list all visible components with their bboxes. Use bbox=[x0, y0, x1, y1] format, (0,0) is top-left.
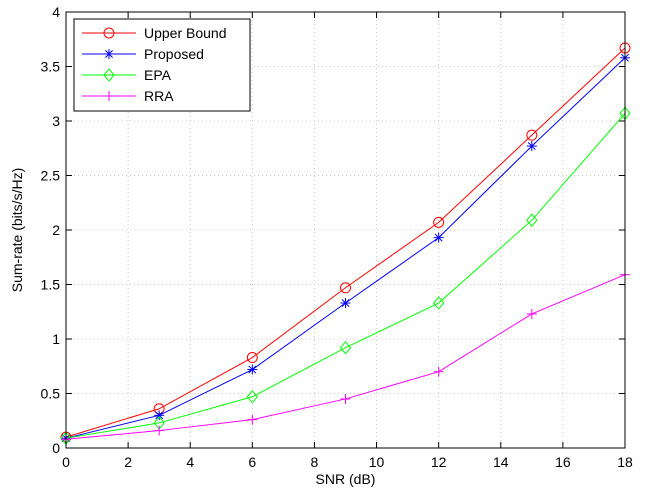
legend-marker bbox=[103, 68, 115, 82]
y-tick-label: 0.5 bbox=[41, 386, 61, 402]
x-tick-label: 10 bbox=[369, 454, 385, 470]
legend-item-proposed: Proposed bbox=[82, 46, 204, 62]
data-point-epa bbox=[339, 340, 352, 355]
y-tick-label: 0 bbox=[52, 440, 60, 456]
data-point-rra bbox=[433, 366, 444, 377]
data-point-rra bbox=[154, 425, 165, 436]
y-tick-label: 3.5 bbox=[41, 59, 61, 75]
x-axis-title: SNR (dB) bbox=[316, 471, 376, 487]
x-tick-label: 0 bbox=[62, 454, 70, 470]
y-tick-label: 1.5 bbox=[41, 277, 61, 293]
data-point-proposed bbox=[247, 364, 258, 375]
legend-label: RRA bbox=[144, 88, 174, 104]
legend-item-upper-bound: Upper Bound bbox=[82, 25, 227, 41]
legend-item-epa: EPA bbox=[82, 67, 172, 83]
legend-item-rra: RRA bbox=[82, 88, 174, 104]
data-point-rra bbox=[247, 414, 258, 425]
data-point-rra bbox=[340, 393, 351, 404]
x-tick-label: 18 bbox=[617, 454, 633, 470]
x-tick-label: 6 bbox=[248, 454, 256, 470]
y-tick-label: 4 bbox=[52, 4, 60, 20]
y-tick-label: 3 bbox=[52, 113, 60, 129]
data-point-rra bbox=[526, 308, 537, 319]
data-point-upper-bound bbox=[526, 129, 538, 141]
data-point-epa bbox=[246, 389, 258, 404]
data-point-proposed bbox=[340, 298, 351, 309]
data-point-epa bbox=[433, 296, 445, 310]
data-point-epa bbox=[526, 213, 538, 227]
y-tick-label: 2 bbox=[52, 222, 60, 238]
y-axis-title: Sum-rate (bits/s/Hz) bbox=[9, 168, 25, 292]
x-tick-label: 16 bbox=[555, 454, 571, 470]
legend-label: Upper Bound bbox=[144, 25, 227, 41]
x-tick-label: 14 bbox=[493, 454, 509, 470]
series-upper-bound bbox=[60, 42, 631, 443]
data-point-upper-bound bbox=[246, 352, 258, 364]
series-line-upper-bound bbox=[65, 47, 626, 438]
series-layer bbox=[60, 42, 631, 445]
legend-marker bbox=[103, 27, 115, 39]
ticks: 0 2 4 6 8 10 12 14 16 18 0 0.5 1 1.5 2 2.5 3 3.5 4 bbox=[41, 4, 633, 470]
data-point-upper-bound bbox=[340, 282, 351, 294]
legend-label: Proposed bbox=[144, 46, 204, 62]
data-point-upper-bound bbox=[433, 216, 445, 228]
legend-label: EPA bbox=[144, 67, 172, 83]
data-point-proposed bbox=[526, 141, 537, 152]
series-proposed bbox=[61, 52, 630, 444]
x-tick-label: 12 bbox=[431, 454, 447, 470]
data-point-proposed bbox=[433, 232, 444, 243]
legend-marker bbox=[104, 91, 114, 101]
series-rra bbox=[61, 269, 630, 445]
x-tick-label: 2 bbox=[124, 454, 132, 470]
x-tick-label: 4 bbox=[186, 454, 194, 470]
y-tick-label: 2.5 bbox=[41, 168, 61, 184]
data-point-proposed bbox=[154, 410, 165, 421]
x-tick-label: 8 bbox=[311, 454, 319, 470]
legend: Upper Bound Proposed EPA RRA bbox=[73, 18, 251, 112]
y-tick-label: 1 bbox=[52, 331, 60, 347]
series-line-epa bbox=[65, 113, 626, 439]
legend-marker bbox=[104, 49, 114, 59]
